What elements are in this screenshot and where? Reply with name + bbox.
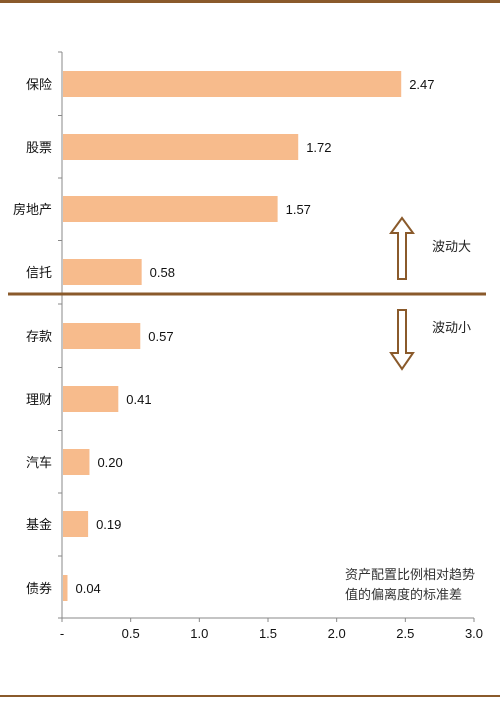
bar-value-label: 1.57: [286, 202, 311, 217]
bar-value-label: 0.20: [97, 455, 122, 470]
category-label: 债券: [26, 581, 52, 597]
bar-value-label: 0.19: [96, 517, 121, 532]
category-label: 房地产: [13, 202, 52, 218]
x-tick-label: 1.5: [259, 626, 277, 641]
x-tick-label: 3.0: [465, 626, 483, 641]
bar: [63, 134, 299, 160]
bar-value-label: 0.57: [148, 329, 173, 344]
category-label: 基金: [26, 517, 52, 533]
category-label: 信托: [26, 266, 52, 281]
top-border: [0, 0, 500, 3]
down-arrow-icon: [389, 309, 415, 371]
high-volatility-label: 波动大: [432, 240, 472, 255]
category-label: 汽车: [26, 455, 52, 471]
bar-value-label: 0.41: [126, 392, 151, 407]
x-tick-label: 2.0: [328, 626, 346, 641]
category-label: 存款: [26, 330, 52, 345]
bar-value-label: 0.04: [75, 581, 100, 596]
bottom-border: [0, 695, 500, 697]
bar: [63, 196, 278, 222]
up-arrow-icon: [389, 216, 415, 280]
bar-value-label: 1.72: [306, 140, 331, 155]
bar: [63, 71, 402, 97]
x-tick-label: 1.0: [190, 626, 208, 641]
bar: [63, 511, 89, 537]
bar: [63, 575, 68, 601]
x-tick-label: 0.5: [122, 626, 140, 641]
chart-note-line-2: 值的偏离度的标准差: [345, 588, 463, 603]
x-tick-label: -: [60, 626, 64, 641]
category-label: 理财: [26, 393, 52, 408]
bar: [63, 323, 141, 349]
bar: [63, 449, 90, 475]
bar-value-label: 0.58: [150, 265, 175, 280]
x-tick-label: 2.5: [396, 626, 414, 641]
bar: [63, 386, 119, 412]
chart-note-line-1: 资产配置比例相对趋势: [345, 568, 476, 583]
low-volatility-label: 波动小: [432, 321, 472, 336]
bar-value-label: 2.47: [409, 77, 434, 92]
category-label: 股票: [26, 141, 52, 156]
category-label: 保险: [26, 78, 52, 93]
chart-note: 资产配置比例相对趋势 值的偏离度的标准差: [345, 566, 495, 606]
bar: [63, 259, 142, 285]
